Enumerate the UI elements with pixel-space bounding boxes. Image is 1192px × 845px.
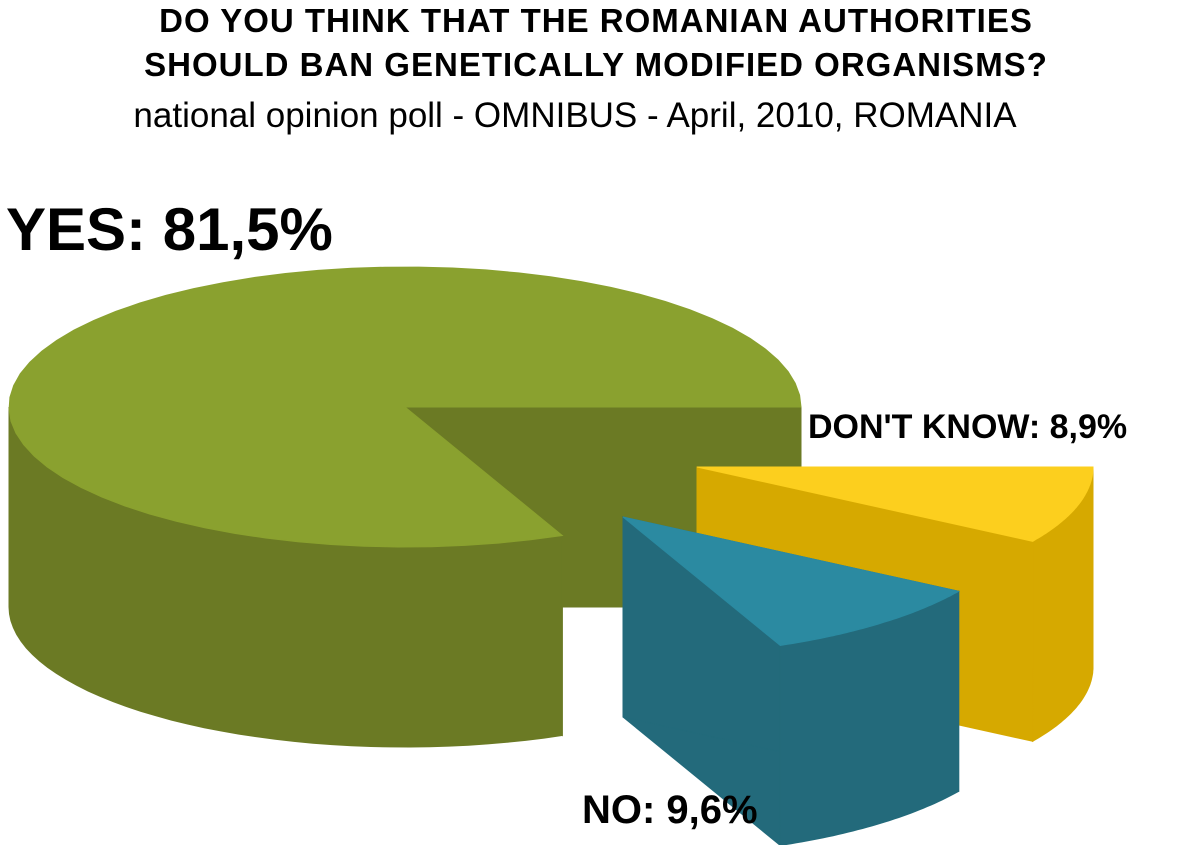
slice-label-no: NO: 9,6% xyxy=(582,788,758,832)
chart-subtitle: national opinion poll - OMNIBUS - April,… xyxy=(133,96,1017,135)
pie-slice-yes-top xyxy=(8,266,802,548)
pie-slice-dont-know-top xyxy=(696,466,1094,542)
chart-title-line-1: DO YOU THINK THAT THE ROMANIAN AUTHORITI… xyxy=(159,2,1033,39)
pie-slice-no-top xyxy=(622,516,961,647)
chart-title-line-2: SHOULD BAN GENETICALLY MODIFIED ORGANISM… xyxy=(144,46,1048,83)
slice-label-dont-know: DON'T KNOW: 8,9% xyxy=(808,408,1128,446)
slice-label-yes: YES: 81,5% xyxy=(6,196,333,263)
